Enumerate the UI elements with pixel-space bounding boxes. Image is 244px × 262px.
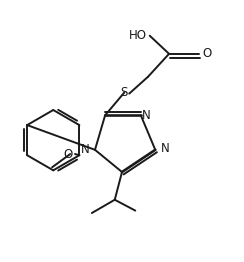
Text: O: O bbox=[203, 47, 212, 60]
Text: N: N bbox=[142, 109, 151, 122]
Text: S: S bbox=[121, 86, 128, 99]
Text: O: O bbox=[63, 148, 73, 161]
Text: N: N bbox=[161, 142, 169, 155]
Text: HO: HO bbox=[129, 29, 147, 42]
Text: N: N bbox=[81, 143, 90, 156]
